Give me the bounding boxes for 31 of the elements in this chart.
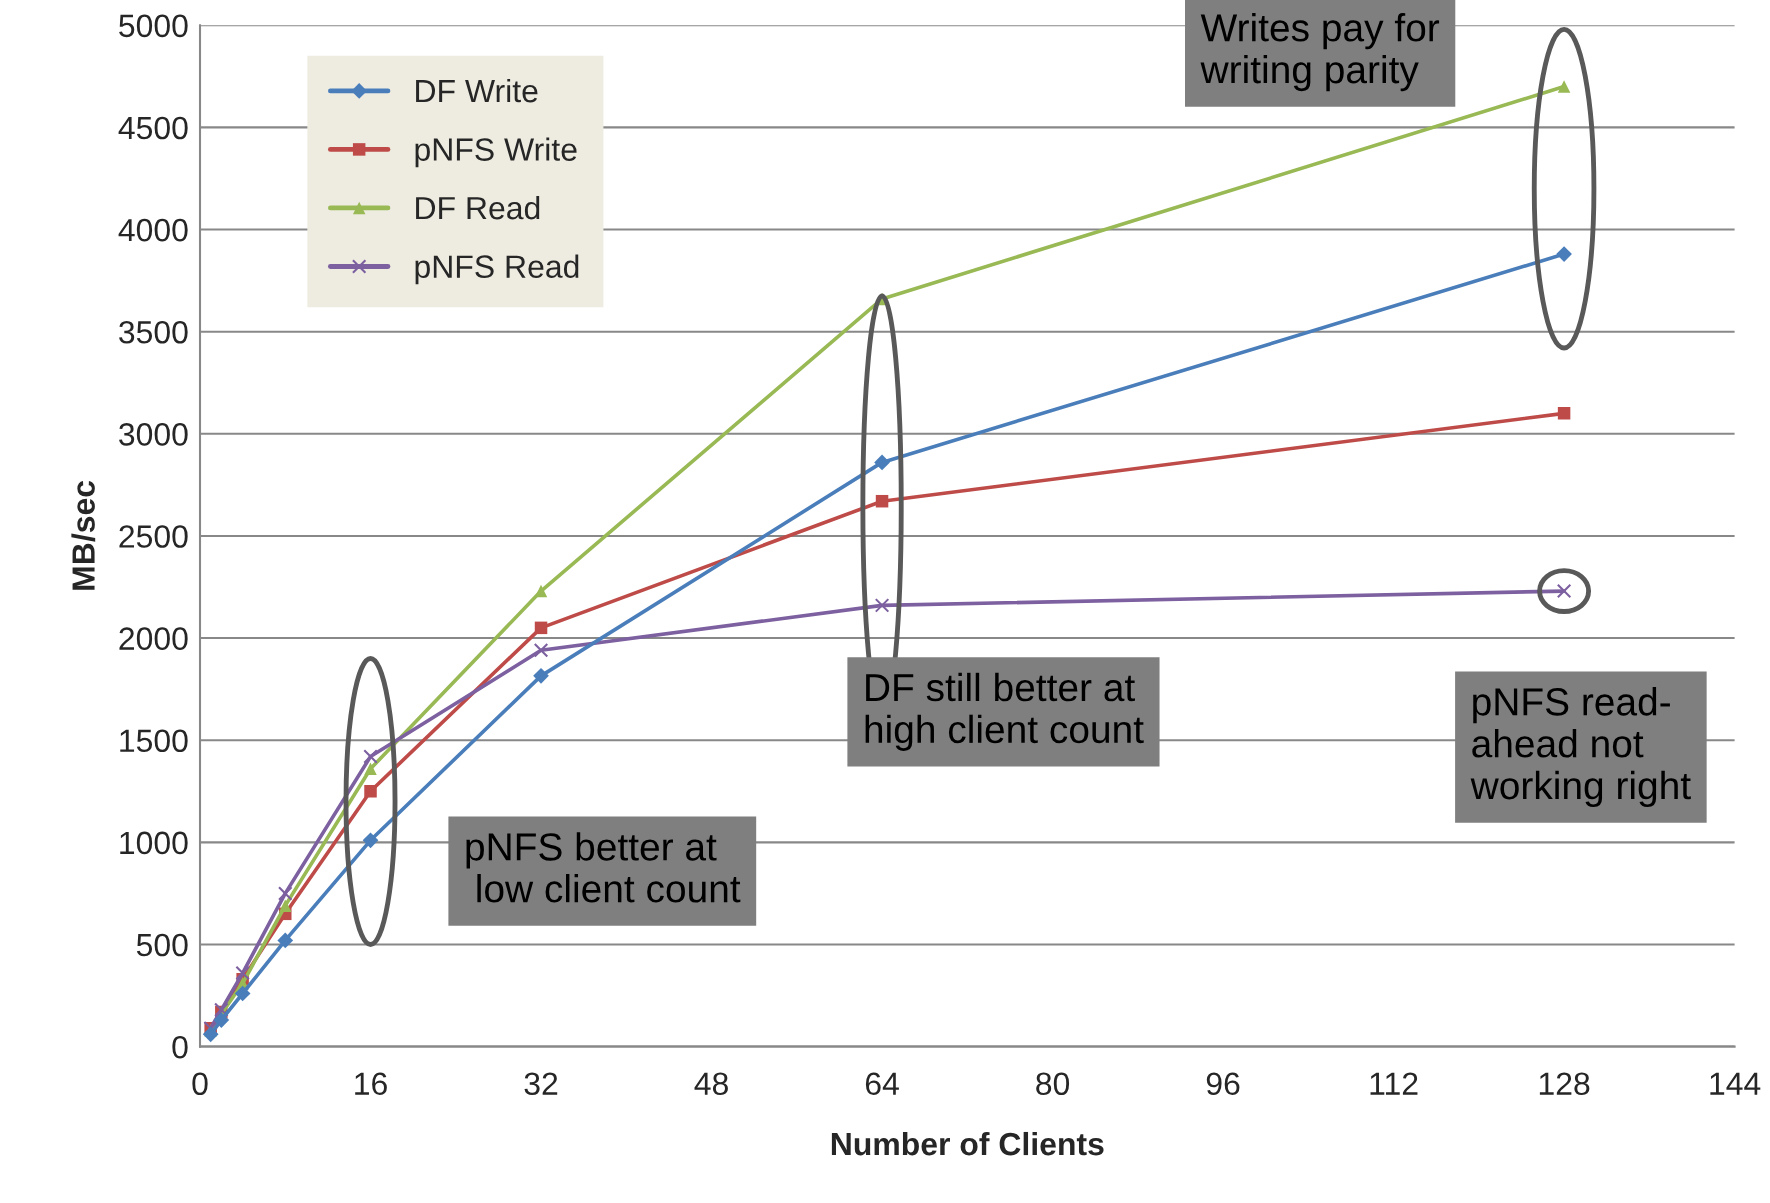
x-tick-label: 80 [1036, 1072, 1070, 1096]
x-tick-label: 32 [524, 1072, 558, 1096]
y-tick-label: 1000 [120, 831, 188, 855]
x-axis-title: Number of Clients [831, 1131, 1104, 1156]
annotation: pNFS read- ahead not working right [1470, 687, 1691, 808]
y-tick-label: 5000 [119, 14, 188, 38]
annotation: DF still better at high client count [865, 672, 1144, 751]
x-tick-label: 112 [1370, 1072, 1418, 1095]
x-tick-label: 144 [1710, 1072, 1761, 1095]
x-tick-label: 96 [1206, 1072, 1240, 1096]
y-tick-label: 4000 [118, 218, 188, 242]
legend-label: pNFS Read [415, 254, 579, 285]
y-tick-label: 1500 [120, 729, 188, 753]
y-axis-title: MB/sec [71, 480, 96, 590]
y-tick-label: 2000 [119, 627, 188, 650]
x-tick-label: 64 [865, 1072, 899, 1096]
legend-label: DF Write [416, 78, 538, 103]
y-tick-label: 0 [172, 1035, 188, 1059]
y-tick-label: 4500 [118, 116, 188, 140]
legend-label: DF Read [416, 195, 540, 220]
y-tick-label: 500 [136, 933, 188, 957]
x-tick-label: 48 [694, 1072, 728, 1096]
y-tick-label: 3000 [119, 423, 188, 446]
annotation: Writes pay for writing parity [1200, 13, 1440, 92]
y-tick-label: 3500 [119, 320, 188, 344]
x-tick-label: 128 [1539, 1072, 1590, 1096]
legend-label: pNFS Write [415, 137, 577, 168]
x-tick-label: 16 [355, 1072, 387, 1096]
y-tick-label: 2500 [119, 525, 188, 548]
x-tick-label: 0 [192, 1072, 208, 1096]
annotation: pNFS better at low client count [466, 832, 741, 903]
